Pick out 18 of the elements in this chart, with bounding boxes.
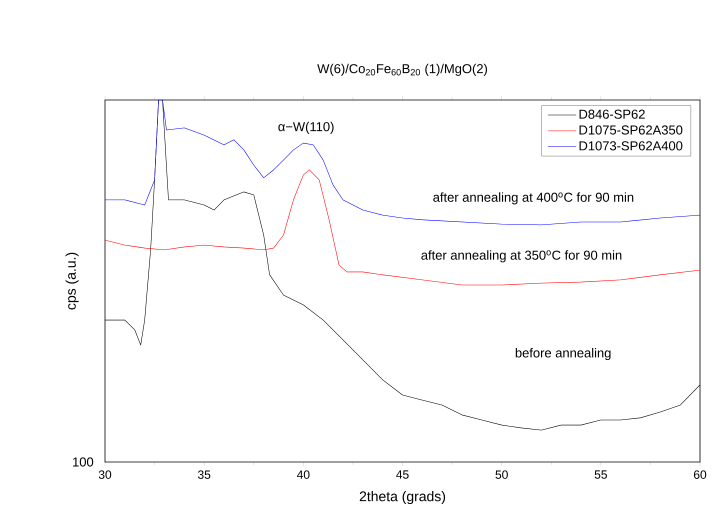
y-axis-title: cps (a.u.)	[66, 252, 79, 310]
annotation: α−W(110)	[278, 122, 334, 134]
x-tick-label: 40	[296, 470, 310, 479]
legend-label: D1073-SP62A400	[580, 141, 682, 150]
x-tick-label: 35	[198, 470, 210, 479]
x-tick-label: 45	[396, 470, 409, 479]
annotation: before annealing	[516, 348, 611, 360]
x-tick-label: 50	[496, 470, 508, 479]
text: 100	[73, 457, 94, 467]
x-tick-label: 60	[694, 470, 706, 479]
x-tick-label: 30	[98, 470, 112, 479]
legend-label: D1075-SP62A350	[580, 125, 682, 135]
annotation: after annealing at 400$^{o}$C for 90 min	[433, 192, 634, 204]
x-axis-title: 2theta (grads)	[360, 491, 446, 504]
legend-label: D846-SP62	[580, 110, 645, 119]
chart-title: W(6)/Co$_{20}$Fe$_{60}$B$_{20}$ (1)/MgO(2)	[317, 64, 488, 76]
annotation: after annealing at 350$^{o}$C for 90 min	[421, 250, 622, 262]
x-tick-label: 55	[594, 470, 607, 479]
